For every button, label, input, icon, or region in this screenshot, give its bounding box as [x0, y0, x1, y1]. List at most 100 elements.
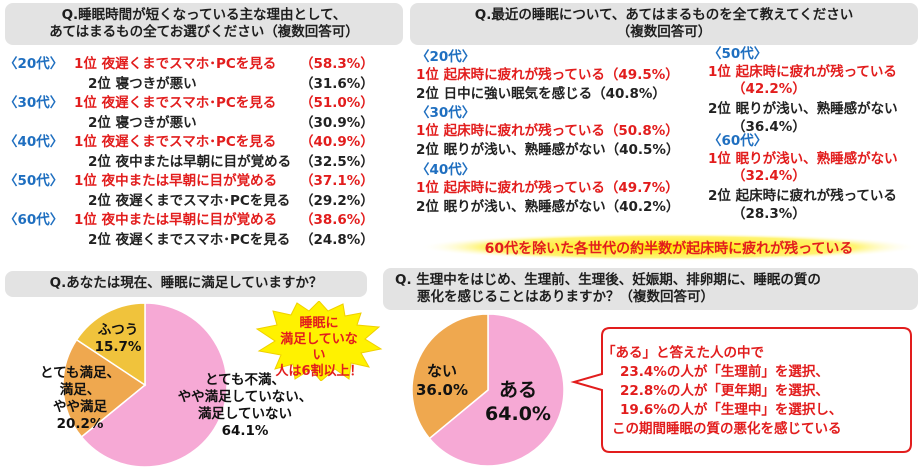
rank-badge: 1位: [74, 212, 97, 228]
slice-name-label: ある: [498, 379, 537, 401]
q1-rank1-percent: （40.9%）: [300, 134, 374, 150]
q1-rank2-line: 2位 寝つきが悪い: [88, 115, 197, 132]
q3-title-box: Q.あなたは現在、睡眠に満足していますか？: [5, 271, 367, 297]
q2-rank2-line: 2位 眠りが浅い、熟睡感がない: [708, 101, 898, 117]
q1-age-label: 〈40代〉: [4, 134, 64, 150]
pie-slice-label: とても満足、 満足、 やや満足 20.2%: [30, 365, 130, 433]
pie-slice-label: ふつう 15.7%: [88, 322, 148, 356]
slice-label-line: とても不満、: [205, 372, 285, 388]
rank1-text: 夜遅くまでスマホ･PCを見る: [101, 56, 277, 72]
q2-rank2-percent: （28.3%）: [732, 206, 806, 222]
pie-slice: [411, 313, 489, 440]
q1-rank2-line: 2位 寝つきが悪い: [88, 76, 197, 93]
q2-rank2-line: 2位 日中に強い眠気を感じる（40.8%）: [416, 86, 666, 102]
callout-line: この期間睡眠の質の悪化を感じている: [612, 421, 842, 437]
q2-title-line2: （複数回答可）: [616, 24, 712, 40]
q2-age-label: 〈40代〉: [416, 162, 476, 178]
banner-highlight: [420, 233, 918, 261]
banner-text: 60代を除いた各世代の約半数が起床時に疲れが残っている: [484, 241, 854, 257]
q1-rank2-percent: （31.6%）: [300, 76, 374, 92]
pie-slice: [75, 302, 146, 387]
rank-badge: 2位: [88, 115, 111, 131]
rank1-text: 夜遅くまでスマホ･PCを見る: [101, 95, 277, 111]
rank1-text: 夜中または早朝に目が覚める: [101, 212, 278, 228]
q1-rank1-line: 1位 夜遅くまでスマホ･PCを見る: [74, 56, 276, 73]
rank-badge: 2位: [88, 232, 111, 248]
slice-value-label: 20.2%: [56, 416, 104, 432]
q1-title-line1: Q.睡眠時間が短くなっている主な理由として、: [61, 7, 347, 23]
rank1-text: 夜中または早朝に目が覚める: [101, 173, 278, 189]
note-line2: 満足していない: [280, 332, 358, 363]
q2-rank2-line: 2位 眠りが浅い、熟睡感がない（40.2%）: [416, 199, 680, 215]
q1-rank2-percent: （30.9%）: [300, 115, 374, 131]
callout-line: 「ある」と答えた人の中で: [602, 345, 764, 361]
q1-rank1-line: 1位 夜遅くまでスマホ･PCを見る: [74, 134, 276, 151]
q2-age-label: 〈50代〉: [708, 46, 768, 62]
q1-title-line2: あてはまるもの全てお選びください（複数回答可）: [49, 24, 359, 40]
slice-label-line: とても満足、: [40, 365, 120, 381]
q1-rank2-line: 2位 夜遅くまでスマホ･PCを見る: [88, 193, 290, 210]
q1-rank1-line: 1位 夜中または早朝に目が覚める: [74, 173, 277, 190]
pie-slice: [62, 338, 147, 438]
q1-rank2-percent: （32.5%）: [300, 154, 374, 170]
satisfaction-pie-chart: [62, 302, 228, 468]
slice-label-line: やや満足: [53, 399, 107, 415]
rank-badge: 1位: [74, 134, 97, 150]
slice-value-label: 15.7%: [94, 339, 142, 355]
slice-value-label: 36.0%: [415, 381, 469, 399]
q2-rank1-line: 1位 起床時に疲れが残っている: [708, 64, 897, 80]
rank2-text: 寝つきが悪い: [115, 76, 197, 92]
q2-rank1-line: 1位 起床時に疲れが残っている（49.5%）: [416, 67, 679, 83]
pie-slice: [428, 313, 565, 467]
rank-badge: 2位: [88, 76, 111, 92]
q1-title-box: Q.睡眠時間が短くなっている主な理由として、 あてはまるもの全てお選びください（…: [5, 3, 403, 45]
q3-title: Q.あなたは現在、睡眠に満足していますか？: [49, 275, 323, 291]
q1-age-label: 〈50代〉: [4, 173, 64, 189]
q1-age-label: 〈30代〉: [4, 95, 64, 111]
q1-rank2-line: 2位 夜遅くまでスマホ･PCを見る: [88, 232, 290, 249]
q2-rank1-line: 1位 起床時に疲れが残っている（49.7%）: [416, 180, 679, 196]
q1-rank1-percent: （37.1%）: [300, 173, 374, 189]
callout-bubble: [570, 327, 912, 453]
note-line1: 睡眠に: [299, 316, 339, 331]
callout-line: 23.4%の人が「生理前」を選択、: [620, 364, 829, 380]
q2-rank1-percent: （32.4%）: [732, 168, 806, 184]
rank-badge: 2位: [88, 193, 111, 209]
q2-rank2-line: 2位 起床時に疲れが残っている: [708, 188, 897, 204]
q2-rank1-line: 1位 起床時に疲れが残っている（50.8%）: [416, 123, 679, 139]
pie-slice-label: ない 36.0%: [412, 362, 472, 400]
rank1-text: 夜遅くまでスマホ･PCを見る: [101, 134, 277, 150]
rank2-text: 寝つきが悪い: [115, 115, 197, 131]
slice-label-line: やや満足していない、: [177, 389, 313, 405]
starburst-note-shape: [255, 301, 383, 381]
note-line3: 人は6割以上！: [275, 364, 363, 379]
q2-rank2-line: 2位 眠りが浅い、熟睡感がない（40.5%）: [416, 142, 680, 158]
rank-badge: 1位: [74, 56, 97, 72]
q4-title-line2: 悪化を感じることはありますか？（複数回答可）: [417, 289, 714, 305]
q1-age-label: 〈20代〉: [4, 56, 64, 72]
slice-name-label: ない: [426, 362, 457, 380]
rank-badge: 2位: [88, 154, 111, 170]
q4-title-box: Q. 生理中をはじめ、生理前、生理後、妊娠期、排卵期に、睡眠の質の 悪化を感じる…: [383, 268, 918, 310]
pie-slice-label: とても不満、 やや満足していない、 満足していない 64.1%: [170, 372, 320, 440]
callout-line: 22.8%の人が「更年期」を選択、: [620, 383, 829, 399]
slice-label-line: 満足、: [59, 382, 101, 398]
slice-value-label: 64.0%: [485, 403, 551, 425]
rank-badge: 1位: [74, 173, 97, 189]
q1-rank1-percent: （58.3%）: [300, 56, 374, 72]
q1-rank1-line: 1位 夜遅くまでスマホ･PCを見る: [74, 95, 276, 112]
rank-badge: 1位: [74, 95, 97, 111]
q1-rank2-percent: （29.2%）: [300, 193, 374, 209]
q2-age-label: 〈20代〉: [416, 49, 476, 65]
q2-title-box: Q.最近の睡眠について、あてはまるものを全て教えてください （複数回答可）: [410, 3, 918, 45]
callout-text: 「ある」と答えた人の中で 23.4%の人が「生理前」を選択、 22.8%の人が「…: [602, 344, 902, 439]
rank2-text: 夜遅くまでスマホ･PCを見る: [115, 232, 291, 248]
note-text: 睡眠に 満足していない 人は6割以上！: [275, 316, 363, 380]
callout-line: 19.6%の人が「生理中」を選択し、: [620, 402, 843, 418]
pie-slice: [80, 302, 228, 468]
rank2-text: 夜中または早朝に目が覚める: [115, 154, 292, 170]
slice-label-line: ふつう: [97, 322, 139, 338]
q2-rank2-percent: （36.4%）: [732, 119, 806, 135]
slice-label-line: 満足していない: [197, 406, 293, 422]
rank2-text: 夜遅くまでスマホ･PCを見る: [115, 193, 291, 209]
